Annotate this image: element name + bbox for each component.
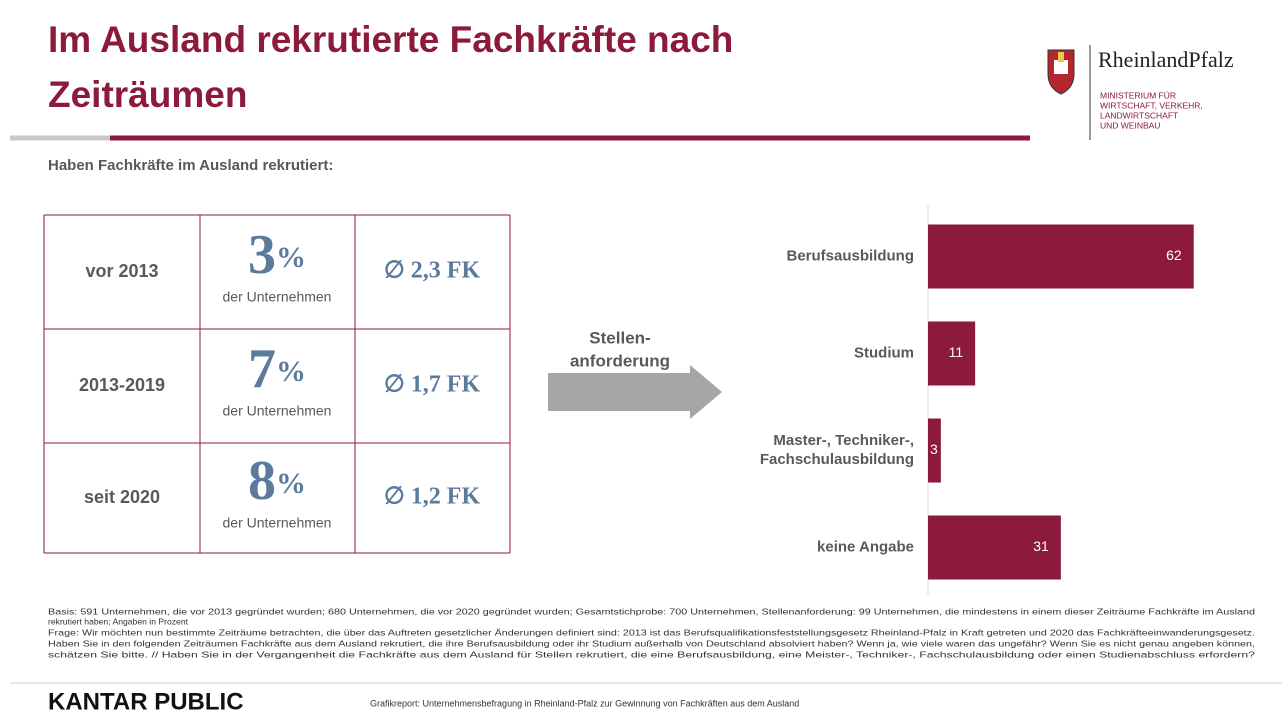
category-label: Berufsausbildung [786, 247, 914, 264]
bar [928, 515, 1061, 580]
share-unit: % [276, 467, 306, 500]
arrow [548, 365, 722, 419]
category-label: keine Angabe [817, 538, 914, 555]
period: 2013-2019 [79, 375, 165, 395]
arrow-label: Stellen- [589, 328, 650, 347]
arrow-label: anforderung [570, 351, 670, 370]
value-label: 11 [949, 344, 964, 360]
average: ∅ 1,7 FK [384, 372, 481, 398]
coat-detail [1054, 60, 1068, 74]
title: Zeiträumen [48, 74, 247, 115]
bar [928, 418, 941, 483]
footnote: Basis: 591 Unternehmen, die vor 2013 geg… [48, 606, 1255, 616]
category-label: Master-, Techniker-, [773, 432, 914, 449]
share-value: 7 [248, 338, 276, 400]
share-sub: der Unternehmen [223, 289, 332, 305]
category-label: Fachschulausbildung [760, 451, 914, 468]
share: 3% [248, 224, 306, 286]
logo-line: WIRTSCHAFT, VERKEHR, [1100, 100, 1203, 110]
logo-line: UND WEINBAU [1100, 120, 1160, 130]
value-label: 3 [930, 441, 938, 457]
footnote: Haben Sie in den folgenden Zeiträumen Fa… [48, 638, 1255, 648]
bar [928, 321, 976, 386]
share-value: 3 [248, 224, 276, 286]
period: vor 2013 [85, 261, 158, 281]
average: ∅ 2,3 FK [384, 258, 481, 284]
share-sub: der Unternehmen [223, 515, 332, 531]
share: 7% [248, 338, 306, 400]
footnote: schätzen Sie bitte. // Haben Sie in der … [48, 649, 1255, 659]
category-label: Studium [854, 344, 914, 361]
logo-line: LANDWIRTSCHAFT [1100, 110, 1178, 120]
share-value: 8 [248, 450, 276, 512]
share-unit: % [276, 241, 306, 274]
logo-line: MINISTERIUM FÜR [1100, 90, 1176, 100]
value-label: 62 [1166, 247, 1182, 263]
bar [928, 224, 1194, 289]
coat-crown [1058, 52, 1064, 62]
brand: KANTAR PUBLIC [48, 688, 244, 715]
caption: Grafikreport: Unternehmensbefragung in R… [370, 698, 799, 708]
value-label: 31 [1033, 538, 1049, 554]
period: seit 2020 [84, 487, 160, 507]
share-unit: % [276, 355, 306, 388]
share: 8% [248, 450, 306, 512]
footnote: rekrutiert haben; Angaben in Prozent [48, 616, 189, 626]
logo-name: RheinlandPfalz [1098, 47, 1234, 72]
title: Im Ausland rekrutierte Fachkräfte nach [48, 19, 733, 60]
share-sub: der Unternehmen [223, 403, 332, 419]
subtitle: Haben Fachkräfte im Ausland rekrutiert: [48, 157, 333, 174]
footnote: Frage: Wir möchten nun bestimmte Zeiträu… [48, 627, 1255, 637]
average: ∅ 1,2 FK [384, 484, 481, 510]
